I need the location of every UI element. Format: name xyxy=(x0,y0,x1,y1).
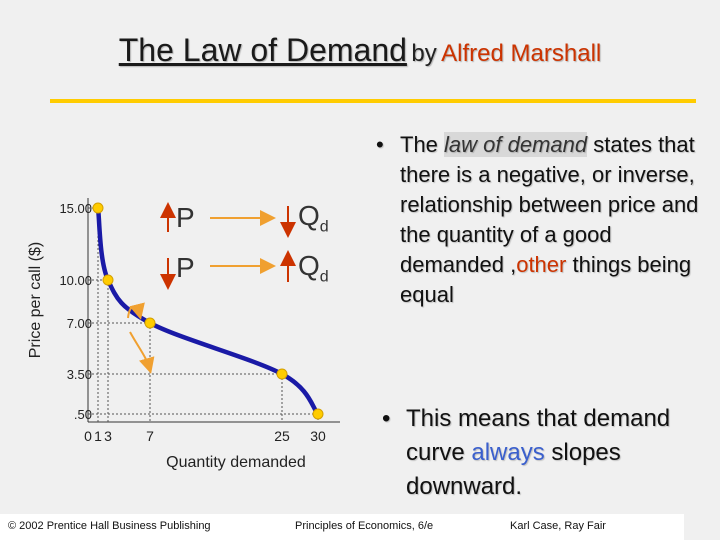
title-main: The Law of Demand xyxy=(118,32,407,68)
x-axis-label: Quantity demanded xyxy=(166,454,306,471)
footer-authors: Karl Case, Ray Fair xyxy=(510,520,606,532)
y-tick-label: 10.00 xyxy=(59,273,92,288)
y-tick-label: 7.00 xyxy=(67,316,92,331)
quantity-symbol-2: Qd xyxy=(298,250,329,286)
data-point xyxy=(276,368,288,380)
title-by: by xyxy=(411,40,437,67)
bullet-law-of-demand: • The law of demand states that there is… xyxy=(376,130,710,310)
bullet1-accent: other xyxy=(516,252,567,277)
footer-copyright: © 2002 Prentice Hall Business Publishing xyxy=(8,520,211,532)
price-quantity-legend: P Qd P Qd xyxy=(160,200,350,290)
x-tick-label: 1 xyxy=(94,428,102,444)
bullet-dot: • xyxy=(382,405,391,432)
movement-arrow-down xyxy=(129,331,155,374)
bullet2-accent: always xyxy=(471,439,545,466)
tick-labels: 0 1 3 7 25 30 .50 3.50 7.00 10.00 15.00 xyxy=(59,201,326,444)
slide-title: The Law of Demand by Alfred Marshall xyxy=(0,32,720,69)
x-tick-label: 25 xyxy=(274,428,290,444)
data-point xyxy=(92,202,104,214)
x-tick-label: 7 xyxy=(146,428,154,444)
y-axis-label: Price per call ($) xyxy=(27,242,44,358)
movement-arrow-up xyxy=(127,302,145,320)
data-points xyxy=(92,202,324,420)
x-tick-label: 30 xyxy=(310,428,326,444)
title-author: Alfred Marshall xyxy=(441,40,602,67)
price-symbol-2: P xyxy=(176,252,195,283)
title-underline-rule xyxy=(50,99,696,103)
footer-book: Principles of Economics, 6/e xyxy=(295,520,434,532)
data-point xyxy=(144,317,156,329)
bullet1-text: states that there is a negative, or inve… xyxy=(400,132,699,277)
y-tick-label: 3.50 xyxy=(67,367,92,382)
bullet2-post: slopes downward. xyxy=(406,439,621,500)
data-point xyxy=(102,274,114,286)
demand-chart: 0 1 3 7 25 30 .50 3.50 7.00 10.00 15.00 Quantity d… xyxy=(27,198,340,471)
price-symbol-1: P xyxy=(176,202,195,233)
footer-bar: © 2002 Prentice Hall Business Publishing… xyxy=(0,514,684,540)
bullet-downward-slope: • This means that demand curve always sl… xyxy=(382,402,696,504)
bullet1-highlight: law of demand xyxy=(444,132,588,157)
bullet2-pre: This means that demand curve xyxy=(406,405,671,466)
quantity-symbol-1: Qd xyxy=(298,200,329,236)
x-tick-label: 3 xyxy=(104,428,112,444)
bullet1-pre: The xyxy=(400,132,438,157)
bullet-dot: • xyxy=(376,132,384,157)
data-point xyxy=(312,408,324,420)
bullet1-post: things being equal xyxy=(400,252,692,307)
y-tick-label: .50 xyxy=(74,407,92,422)
x-tick-label: 0 xyxy=(84,428,92,444)
y-tick-label: 15.00 xyxy=(59,201,92,216)
